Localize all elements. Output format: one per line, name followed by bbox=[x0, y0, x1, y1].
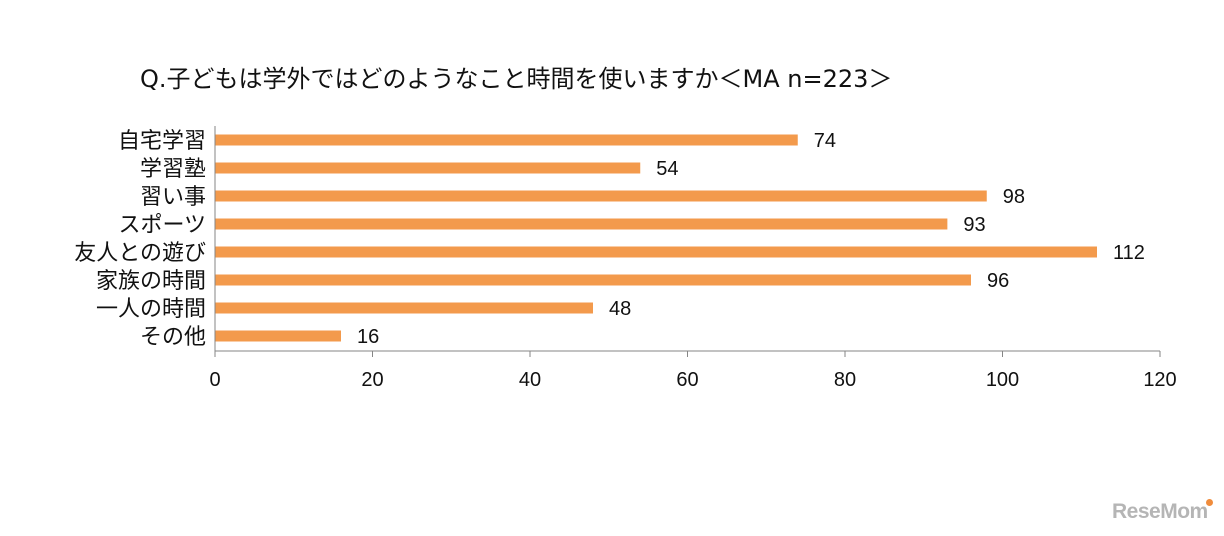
category-label: 学習塾 bbox=[140, 157, 206, 182]
bar bbox=[215, 246, 1097, 258]
bars-group: 自宅学習 74 学習塾 54 習い事 98 スポーツ 93 友人との遊び 112 家族の時間 96 一人… bbox=[74, 129, 1145, 350]
data-label: 16 bbox=[357, 326, 379, 348]
category-label: スポーツ bbox=[118, 213, 206, 238]
data-label: 48 bbox=[609, 298, 631, 320]
x-tick-label: 100 bbox=[986, 369, 1019, 391]
bar bbox=[215, 330, 341, 342]
data-label: 93 bbox=[963, 214, 985, 236]
bar bbox=[215, 218, 948, 230]
data-label: 96 bbox=[987, 270, 1009, 292]
bar bbox=[215, 302, 593, 314]
logo-text: ReseMom bbox=[1112, 500, 1208, 523]
data-label: 112 bbox=[1113, 242, 1145, 264]
bar bbox=[215, 134, 798, 146]
x-tick-label: 40 bbox=[519, 369, 541, 391]
logo-dot-icon bbox=[1205, 499, 1213, 506]
category-label: その他 bbox=[140, 325, 206, 350]
category-label: 家族の時間 bbox=[96, 269, 206, 294]
category-label: 友人との遊び bbox=[74, 241, 206, 266]
bar bbox=[215, 274, 971, 286]
data-label: 98 bbox=[1003, 186, 1025, 208]
category-label: 習い事 bbox=[140, 185, 206, 210]
x-tick-label: 60 bbox=[676, 369, 698, 391]
x-axis: 0 20 40 60 80 100 120 bbox=[209, 126, 1177, 391]
x-tick-label: 80 bbox=[834, 369, 856, 391]
data-label: 54 bbox=[656, 158, 678, 180]
data-label: 74 bbox=[814, 130, 836, 152]
x-tick-label: 120 bbox=[1143, 369, 1176, 391]
resemom-logo: ReseMom bbox=[1112, 499, 1215, 524]
bar bbox=[215, 190, 987, 202]
bar bbox=[215, 162, 641, 174]
x-tick-label: 20 bbox=[361, 369, 383, 391]
category-label: 一人の時間 bbox=[96, 297, 206, 322]
category-label: 自宅学習 bbox=[118, 129, 206, 154]
chart-title: Q.子どもは学外ではどのようなこと時間を使いますか＜MA n=223＞ bbox=[140, 65, 892, 93]
x-tick-label: 0 bbox=[209, 369, 220, 391]
